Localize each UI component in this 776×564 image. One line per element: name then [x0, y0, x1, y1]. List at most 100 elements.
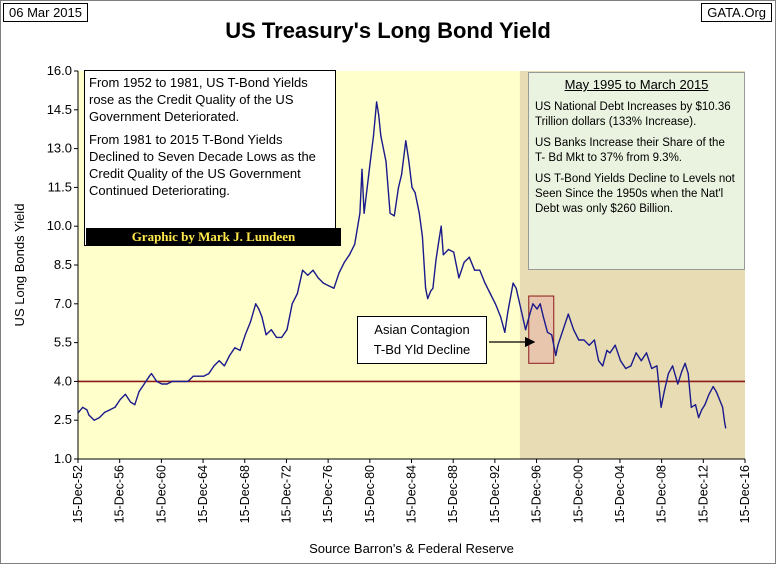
data-point-114	[578, 339, 580, 341]
data-point-25	[197, 375, 199, 377]
data-point-111	[562, 329, 564, 331]
x-tick-label-4: 15-Dec-68	[238, 465, 252, 523]
data-point-68	[393, 215, 395, 217]
date-label: 06 Mar 2015	[3, 3, 88, 22]
data-point-17	[156, 380, 158, 382]
data-point-19	[166, 383, 168, 385]
x-tick-label-9: 15-Dec-88	[446, 465, 460, 523]
data-point-34	[244, 334, 246, 336]
y-tick-label-4: 7.0	[54, 296, 72, 311]
y-tick-label-7: 11.5	[48, 179, 72, 194]
data-point-74	[414, 192, 416, 194]
data-point-70	[401, 173, 403, 176]
data-point-100	[520, 311, 523, 313]
data-point-69	[397, 186, 400, 188]
data-point-122	[614, 344, 616, 346]
data-point-43	[286, 329, 288, 331]
data-point-149	[724, 422, 726, 424]
data-point-49	[317, 277, 319, 279]
data-point-50	[322, 282, 324, 284]
data-point-130	[656, 365, 658, 367]
x-tick-label-2: 15-Dec-60	[154, 465, 168, 523]
data-point-95	[500, 316, 502, 318]
x-tick-label-15: 15-Dec-12	[696, 465, 710, 523]
data-point-14	[143, 383, 145, 385]
data-point-129	[651, 367, 653, 370]
data-point-61	[369, 160, 371, 163]
data-point-124	[625, 367, 627, 370]
data-point-137	[684, 362, 686, 364]
data-point-12	[134, 404, 136, 406]
data-point-135	[677, 383, 679, 385]
data-point-18	[161, 383, 163, 385]
data-point-41	[275, 336, 278, 338]
data-point-11	[130, 401, 132, 403]
data-point-105	[539, 303, 541, 305]
data-point-40	[270, 329, 272, 331]
data-point-30	[223, 365, 225, 367]
right-note-paragraph-1: US National Debt Increases by $10.36 Tri…	[535, 101, 731, 128]
data-point-4	[93, 419, 95, 421]
data-point-110	[557, 344, 559, 346]
data-point-21	[176, 380, 179, 382]
y-tick-label-5: 8.5	[54, 257, 72, 272]
data-point-112	[567, 313, 569, 315]
data-point-36	[255, 303, 257, 305]
source-tag: GATA.Org	[701, 3, 772, 22]
data-point-147	[718, 398, 721, 401]
data-point-72	[408, 160, 410, 163]
right-annotation-box: May 1995 to March 2015 US National Debt …	[528, 72, 745, 270]
data-point-55	[348, 254, 351, 256]
data-point-113	[573, 329, 575, 331]
data-point-22	[182, 380, 184, 382]
y-tick-label-8: 13.0	[47, 141, 72, 156]
data-point-77	[425, 287, 427, 289]
data-point-59	[363, 212, 365, 214]
data-point-13	[138, 391, 140, 393]
data-point-6	[104, 411, 106, 413]
callout-line-2: T-Bd Yld Decline	[373, 342, 471, 357]
data-point-45	[296, 292, 298, 295]
data-point-38	[261, 316, 263, 318]
data-point-63	[376, 101, 378, 103]
data-point-116	[588, 344, 590, 346]
data-point-125	[630, 365, 632, 367]
x-tick-label-6: 15-Dec-76	[321, 465, 335, 523]
x-tick-label-1: 15-Dec-56	[113, 465, 127, 523]
data-point-109	[555, 354, 557, 357]
data-point-87	[458, 277, 460, 279]
data-point-24	[192, 375, 194, 377]
asian-contagion-callout: Asian Contagion T-Bd Yld Decline	[357, 316, 487, 364]
data-point-53	[338, 272, 340, 274]
data-point-67	[389, 212, 391, 214]
data-point-136	[681, 370, 683, 372]
data-point-121	[609, 352, 611, 354]
data-point-20	[171, 380, 173, 382]
data-point-42	[281, 336, 283, 338]
data-point-28	[213, 365, 215, 367]
chart-title: US Treasury's Long Bond Yield	[225, 18, 551, 43]
x-tick-label-16: 15-Dec-16	[738, 465, 752, 523]
data-point-65	[380, 135, 382, 137]
left-note-paragraph-1: From 1952 to 1981, US T-Bond Yields rose…	[89, 75, 308, 124]
data-point-134	[672, 365, 674, 367]
data-point-57	[359, 212, 361, 214]
left-note-paragraph-2: From 1981 to 2015 T-Bond Yields Declined…	[89, 132, 316, 198]
data-point-99	[515, 287, 517, 289]
data-point-23	[187, 380, 189, 382]
data-point-64	[378, 114, 380, 116]
data-point-90	[474, 269, 476, 271]
data-point-51	[328, 285, 330, 287]
data-point-76	[421, 235, 423, 238]
data-point-140	[694, 404, 697, 406]
data-point-108	[551, 334, 553, 336]
x-tick-label-10: 15-Dec-92	[488, 465, 502, 523]
data-point-128	[645, 352, 648, 354]
data-point-46	[302, 269, 304, 271]
data-point-10	[124, 393, 126, 395]
data-point-52	[333, 287, 335, 289]
right-note-paragraph-3: US T-Bond Yields Decline to Levels not S…	[535, 173, 735, 215]
data-point-98	[512, 282, 514, 284]
data-point-66	[385, 160, 387, 163]
y-tick-label-6: 10.0	[47, 218, 72, 233]
